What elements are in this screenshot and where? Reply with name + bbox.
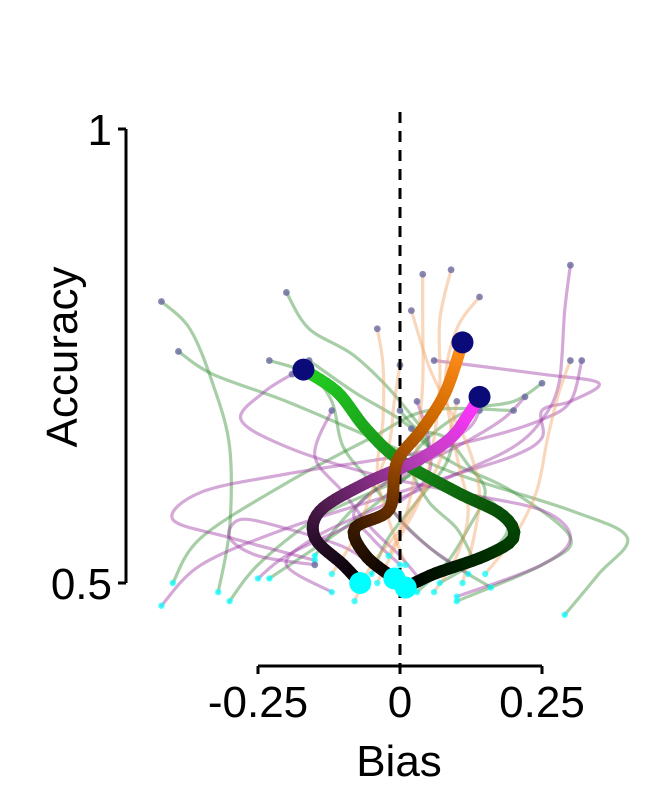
mean-end-marker-2 [451,331,474,354]
trial-start-point-2 [266,575,273,582]
trial-start-point-14 [328,588,336,596]
trial-start-point-3 [487,584,495,591]
mean-end-marker-1 [468,385,491,408]
x-tick-label-2: 0.25 [499,678,585,727]
trial-trajectory-18 [313,408,425,585]
x-axis-title: Bias [356,737,442,786]
trial-end-point-6 [396,407,404,414]
trial-end-point-19 [311,561,319,569]
mean-markers [292,331,491,599]
trial-end-point-23 [447,266,455,274]
mean-trajectories [297,336,521,594]
trial-end-point-22 [476,293,483,301]
trial-start-point-17 [254,575,262,582]
mean-start-marker-2 [383,567,406,590]
trial-start-point-4 [561,611,568,618]
trial-end-point-21 [419,270,427,278]
trial-end-point-14 [567,261,574,269]
trial-trajectory-1 [159,299,233,594]
trial-trajectories [159,263,630,617]
trial-start-point-7 [453,597,460,605]
trial-start-point-27 [482,570,489,578]
trial-start-point-15 [158,602,165,609]
mean-start-marker-1 [349,572,372,594]
trial-start-point-8 [368,570,375,578]
trial-trajectory-13 [238,372,573,599]
trial-start-point-23 [374,579,381,587]
trial-end-point-16 [521,393,529,401]
y-axis-title: Accuracy [38,267,87,448]
trial-end-point-28 [453,398,461,405]
mean-trajectory-0 [297,363,521,594]
trial-trajectory-22 [432,295,482,594]
trial-start-point-0 [169,579,176,587]
y-tick-label-0: 1 [88,106,112,155]
trial-trajectory-7 [409,427,573,603]
trial-end-point-15 [430,357,438,364]
trial-end-point-11 [538,379,546,387]
trial-end-point-27 [567,357,574,364]
trial-start-point-22 [430,588,438,596]
trial-start-point-5 [226,597,233,605]
trial-trajectory-12 [170,358,584,562]
trial-start-point-20 [464,570,472,578]
trial-end-point-3 [265,357,273,364]
trial-start-point-25 [459,579,466,587]
trial-start-point-21 [351,597,358,605]
trial-start-point-10 [311,552,318,559]
trial-end-point-7 [407,425,415,433]
trial-end-point-24 [373,325,381,333]
trial-start-point-26 [328,570,336,578]
y-tick-label-1: 0.5 [51,560,112,609]
trial-trajectory-19 [227,517,374,567]
trial-start-point-24 [402,561,409,569]
x-axis: -0.25 0 0.25 [208,664,585,727]
trial-end-point-17 [413,398,421,405]
x-tick-label-1: 0 [388,678,412,727]
trial-start-point-28 [385,552,392,559]
trial-trajectory-11 [409,381,544,562]
trial-trajectory-4 [176,349,630,617]
trial-end-point-4 [175,348,182,355]
trial-end-markers [158,261,586,569]
trial-trajectory-14 [284,263,572,594]
trial-end-point-0 [510,407,517,414]
trial-end-point-25 [407,307,415,314]
trial-start-point-16 [396,561,404,569]
trial-start-point-9 [436,579,443,587]
mean-end-marker-0 [292,358,315,381]
trial-end-point-1 [158,298,165,305]
trial-trajectory-25 [409,309,482,585]
trial-end-point-2 [283,289,290,296]
trial-end-point-12 [578,357,586,364]
trial-start-point-1 [215,588,222,596]
trial-trajectory-15 [159,358,601,608]
y-axis: 10.5 [51,106,128,609]
trial-end-point-18 [328,407,336,414]
trial-start-point-13 [453,593,460,600]
x-tick-label-0: -0.25 [208,678,308,727]
